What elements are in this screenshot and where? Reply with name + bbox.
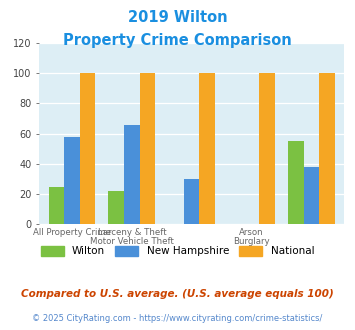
Bar <box>319 73 335 224</box>
Legend: Wilton, New Hampshire, National: Wilton, New Hampshire, National <box>37 242 318 260</box>
Bar <box>64 137 80 224</box>
Bar <box>109 191 124 224</box>
Bar <box>124 124 140 224</box>
Text: 2019 Wilton: 2019 Wilton <box>128 10 227 25</box>
Text: All Property Crime: All Property Crime <box>33 228 111 237</box>
Text: Arson: Arson <box>239 228 264 237</box>
Bar <box>288 141 304 224</box>
Text: Property Crime Comparison: Property Crime Comparison <box>63 33 292 48</box>
Bar <box>140 73 155 224</box>
Bar <box>200 73 215 224</box>
Text: © 2025 CityRating.com - https://www.cityrating.com/crime-statistics/: © 2025 CityRating.com - https://www.city… <box>32 314 323 323</box>
Text: Compared to U.S. average. (U.S. average equals 100): Compared to U.S. average. (U.S. average … <box>21 289 334 299</box>
Text: Burglary: Burglary <box>233 237 270 246</box>
Bar <box>184 179 200 224</box>
Bar <box>49 186 64 224</box>
Bar <box>260 73 275 224</box>
Text: Larceny & Theft: Larceny & Theft <box>98 228 166 237</box>
Text: Motor Vehicle Theft: Motor Vehicle Theft <box>90 237 174 246</box>
Bar <box>304 167 319 224</box>
Bar <box>80 73 95 224</box>
